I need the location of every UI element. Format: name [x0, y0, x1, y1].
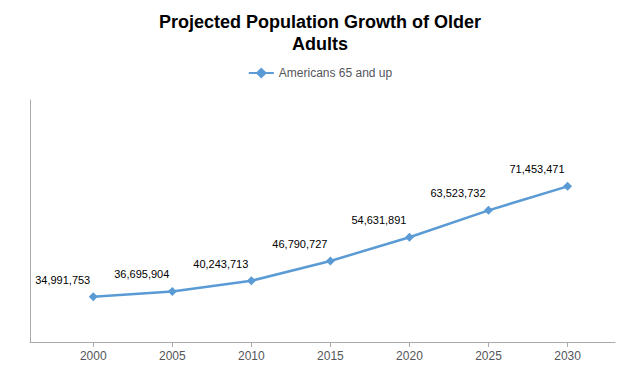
- svg-text:71,453,471: 71,453,471: [510, 163, 565, 175]
- svg-text:2010: 2010: [238, 349, 265, 363]
- svg-text:2000: 2000: [80, 349, 107, 363]
- svg-text:63,523,732: 63,523,732: [430, 187, 485, 199]
- svg-text:2020: 2020: [396, 349, 423, 363]
- svg-text:Projected Population Growth of: Projected Population Growth of Older: [159, 12, 481, 32]
- svg-text:Americans 65 and up: Americans 65 and up: [279, 66, 393, 80]
- svg-text:54,631,891: 54,631,891: [351, 214, 406, 226]
- svg-text:34,991,753: 34,991,753: [35, 274, 90, 286]
- svg-text:2015: 2015: [317, 349, 344, 363]
- svg-text:36,695,904: 36,695,904: [114, 268, 169, 280]
- svg-text:Adults: Adults: [292, 34, 348, 54]
- svg-text:2025: 2025: [475, 349, 502, 363]
- svg-text:46,790,727: 46,790,727: [272, 238, 327, 250]
- svg-text:2030: 2030: [554, 349, 581, 363]
- svg-text:40,243,713: 40,243,713: [193, 258, 248, 270]
- svg-text:2005: 2005: [159, 349, 186, 363]
